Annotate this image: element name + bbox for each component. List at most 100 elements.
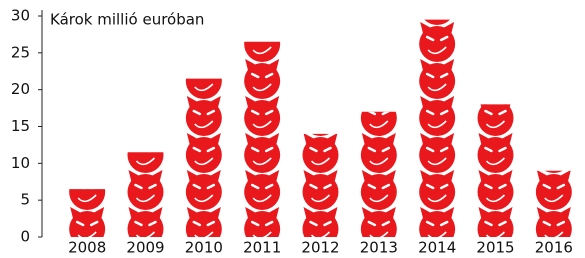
horn	[362, 59, 373, 71]
head	[186, 174, 222, 210]
smile	[545, 158, 563, 164]
icon-stack	[419, 0, 455, 247]
eyes	[136, 148, 156, 151]
x-tick-label: 2012	[301, 239, 339, 257]
head	[186, 100, 222, 136]
smile	[428, 10, 446, 16]
icon-stack	[69, 133, 105, 247]
horn	[70, 133, 81, 145]
horn	[245, 22, 256, 34]
horn	[304, 96, 315, 108]
horn	[537, 133, 548, 145]
eyes	[136, 111, 156, 114]
y-tick-label: 15	[11, 117, 30, 135]
horn	[152, 96, 163, 108]
head	[244, 100, 280, 136]
smile	[137, 121, 155, 127]
eyes	[369, 74, 389, 77]
horn	[129, 133, 140, 145]
eyes	[194, 74, 214, 77]
horn	[152, 133, 163, 145]
horn	[362, 96, 373, 108]
head	[419, 100, 455, 136]
icon-stack	[478, 59, 514, 247]
eyes	[544, 148, 564, 151]
smile	[78, 158, 96, 164]
head	[244, 174, 280, 210]
head	[303, 174, 339, 210]
head	[478, 63, 514, 99]
head	[478, 100, 514, 136]
head	[419, 137, 455, 173]
y-tick-label: 30	[11, 7, 30, 25]
head	[128, 174, 164, 210]
head	[128, 137, 164, 173]
head	[419, 63, 455, 99]
head	[361, 174, 397, 210]
head	[361, 63, 397, 99]
horn	[385, 96, 396, 108]
eyes	[311, 111, 331, 114]
eyes	[194, 37, 214, 40]
y-tick-label: 10	[11, 154, 30, 172]
icon-stack	[303, 96, 339, 247]
horn	[385, 59, 396, 71]
smile	[370, 84, 388, 90]
horn	[187, 59, 198, 71]
head	[186, 137, 222, 173]
x-tick-label: 2014	[418, 239, 456, 257]
x-tick-label: 2015	[476, 239, 514, 257]
horn	[327, 96, 338, 108]
horn	[93, 170, 104, 182]
horn	[560, 133, 571, 145]
icon-stack	[244, 0, 280, 247]
y-tick-label: 25	[11, 43, 30, 61]
icon-stack	[128, 96, 164, 247]
head	[361, 100, 397, 136]
x-tick-label: 2009	[126, 239, 164, 257]
head	[419, 174, 455, 210]
eyes	[427, 0, 447, 3]
head	[419, 26, 455, 62]
head	[303, 100, 339, 136]
horn	[210, 59, 221, 71]
horn	[93, 133, 104, 145]
icon-stack	[361, 59, 397, 247]
head	[69, 174, 105, 210]
icon-stack	[186, 22, 222, 247]
x-tick-label: 2010	[185, 239, 223, 257]
horn	[479, 59, 490, 71]
head	[419, 0, 455, 25]
chart: Károk millió euróban 0510152025302008200…	[0, 0, 585, 258]
horn	[268, 22, 279, 34]
smile	[195, 47, 213, 53]
eyes	[77, 148, 97, 151]
head	[478, 174, 514, 210]
eyes	[77, 185, 97, 188]
head	[244, 0, 280, 25]
horn	[210, 22, 221, 34]
x-tick-label: 2016	[535, 239, 573, 257]
x-tick-label: 2013	[360, 239, 398, 257]
y-tick-label: 5	[20, 191, 30, 209]
x-tick-label: 2008	[68, 239, 106, 257]
head	[244, 137, 280, 173]
x-tick-label: 2011	[243, 239, 281, 257]
head	[536, 137, 572, 173]
smile	[487, 84, 505, 90]
horn	[129, 96, 140, 108]
y-tick-label: 0	[20, 228, 30, 246]
smile	[253, 10, 271, 16]
eyes	[486, 74, 506, 77]
head	[478, 137, 514, 173]
icon-stack	[536, 133, 572, 247]
smile	[312, 121, 330, 127]
head	[186, 26, 222, 62]
eyes	[252, 37, 272, 40]
head	[128, 100, 164, 136]
eyes	[252, 0, 272, 3]
y-tick-label: 20	[11, 80, 30, 98]
head	[303, 137, 339, 173]
horn	[502, 59, 513, 71]
head	[186, 63, 222, 99]
